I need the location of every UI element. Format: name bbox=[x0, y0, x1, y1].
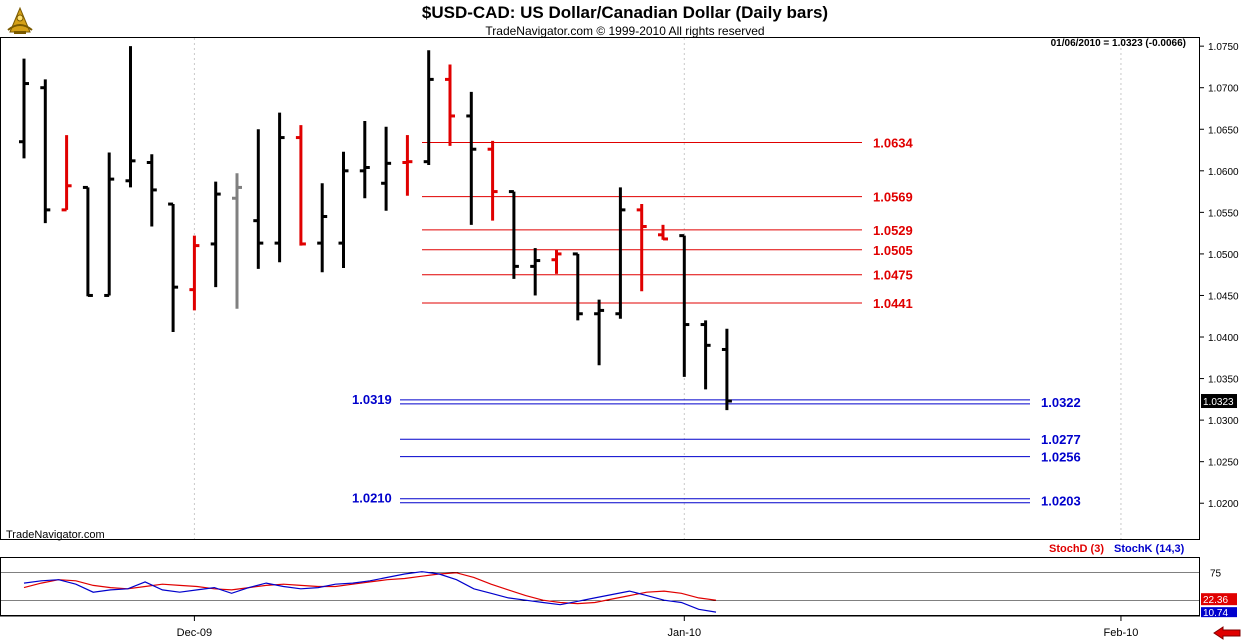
price-axis: 1.0750 1.0700 1.0650 1.0600 1.0550 1.0500 1.04… bbox=[1200, 42, 1239, 510]
stochk-last-box bbox=[1201, 607, 1237, 618]
price-panel bbox=[0, 37, 1200, 540]
price-tick-label: 1.0600 bbox=[1208, 167, 1239, 178]
ohlc-bar bbox=[721, 328, 732, 411]
support-left-label: 1.0319 bbox=[352, 392, 392, 407]
resistance-label: 1.0475 bbox=[873, 268, 913, 283]
ohlc-bar bbox=[104, 152, 115, 297]
ohlc-bar bbox=[530, 248, 541, 296]
ohlc-bar bbox=[125, 46, 136, 188]
date-tick-label: Dec-09 bbox=[177, 627, 212, 639]
stochastic-series-line bbox=[23, 571, 717, 613]
ohlc-bar bbox=[359, 120, 370, 199]
stochastic-axis: 75 22.36 10.74 bbox=[1201, 568, 1237, 619]
price-tick-label: 1.0300 bbox=[1208, 416, 1239, 427]
ohlc-bar bbox=[189, 235, 200, 311]
ohlc-bar bbox=[253, 129, 264, 269]
price-tick-label: 1.0350 bbox=[1208, 375, 1239, 386]
price-tick-label: 1.0200 bbox=[1208, 499, 1239, 510]
stochastic-tick-label: 75 bbox=[1210, 568, 1222, 579]
ohlc-bar bbox=[82, 185, 93, 297]
resistance-label: 1.0529 bbox=[873, 223, 913, 238]
support-label: 1.0322 bbox=[1041, 395, 1081, 410]
ohlc-bar bbox=[146, 154, 157, 227]
price-bars bbox=[19, 46, 732, 411]
date-axis: Dec-09 Jan-10 Feb-10 bbox=[0, 615, 1200, 639]
ohlc-bar bbox=[274, 112, 285, 263]
stochastic-lines bbox=[1, 571, 1199, 613]
chart-subtitle: TradeNavigator.com © 1999-2010 All right… bbox=[485, 24, 765, 38]
date-tick-label: Jan-10 bbox=[667, 627, 701, 639]
ohlc-bar bbox=[551, 249, 562, 274]
price-tick-label: 1.0550 bbox=[1208, 208, 1239, 219]
ohlc-bar bbox=[423, 50, 434, 165]
red-left-arrow-icon[interactable] bbox=[1212, 626, 1242, 640]
ohlc-bar bbox=[317, 183, 328, 273]
price-tick-label: 1.0750 bbox=[1208, 42, 1239, 53]
stochd-legend: StochD (3) bbox=[1049, 543, 1104, 555]
ohlc-bar bbox=[615, 187, 626, 319]
watermark: TradeNavigator.com bbox=[6, 529, 105, 541]
stochastic-panel bbox=[0, 557, 1200, 616]
ohlc-bar bbox=[381, 126, 392, 211]
last-price-box bbox=[1201, 394, 1237, 409]
resistance-label: 1.0569 bbox=[873, 190, 913, 205]
resistance-label: 1.0505 bbox=[873, 243, 913, 258]
ohlc-bar bbox=[572, 252, 583, 321]
ohlc-bar bbox=[658, 224, 668, 241]
ohlc-bar bbox=[466, 91, 477, 225]
ohlc-bar bbox=[61, 135, 72, 212]
ohlc-bar bbox=[232, 173, 242, 309]
price-tick-label: 1.0500 bbox=[1208, 250, 1239, 261]
ohlc-bar bbox=[679, 234, 690, 377]
stochastic-series-line bbox=[23, 572, 717, 605]
ohlc-bar bbox=[636, 204, 647, 292]
ohlc-bar bbox=[487, 140, 498, 221]
ohlc-bar bbox=[19, 58, 29, 159]
chart-title: $USD-CAD: US Dollar/Canadian Dollar (Dai… bbox=[421, 3, 829, 22]
support-label: 1.0277 bbox=[1041, 432, 1081, 447]
stochd-last-box bbox=[1201, 593, 1237, 606]
stochk-last-label: 10.74 bbox=[1203, 608, 1228, 619]
ohlc-bar bbox=[445, 64, 455, 146]
price-tick-label: 1.0700 bbox=[1208, 84, 1239, 95]
sextant-logo-icon bbox=[7, 6, 33, 34]
ohlc-bar bbox=[295, 125, 306, 246]
resistance-label: 1.0634 bbox=[873, 136, 914, 151]
stochd-last-label: 22.36 bbox=[1203, 595, 1228, 606]
ohlc-bar bbox=[210, 181, 221, 288]
support-label: 1.0256 bbox=[1041, 450, 1081, 465]
price-tick-label: 1.0250 bbox=[1208, 458, 1239, 469]
support-label: 1.0203 bbox=[1041, 494, 1081, 509]
stochk-legend: StochK (14,3) bbox=[1114, 543, 1185, 555]
price-tick-label: 1.0400 bbox=[1208, 333, 1239, 344]
price-readout: 01/06/2010 = 1.0323 (-0.0066) bbox=[1050, 38, 1186, 49]
support-left-label: 1.0210 bbox=[352, 491, 392, 506]
resistance-label: 1.0441 bbox=[873, 296, 913, 311]
ohlc-bar bbox=[338, 151, 349, 269]
ohlc-bar bbox=[700, 320, 711, 390]
ohlc-bar bbox=[168, 202, 179, 333]
date-tick-label: Feb-10 bbox=[1104, 627, 1139, 639]
price-tick-label: 1.0650 bbox=[1208, 125, 1239, 136]
price-tick-label: 1.0450 bbox=[1208, 291, 1239, 302]
ohlc-bar bbox=[508, 190, 519, 279]
ohlc-bar bbox=[402, 135, 413, 196]
ohlc-bar bbox=[40, 79, 51, 224]
last-price-label: 1.0323 bbox=[1203, 397, 1234, 408]
ohlc-bar bbox=[594, 299, 605, 366]
